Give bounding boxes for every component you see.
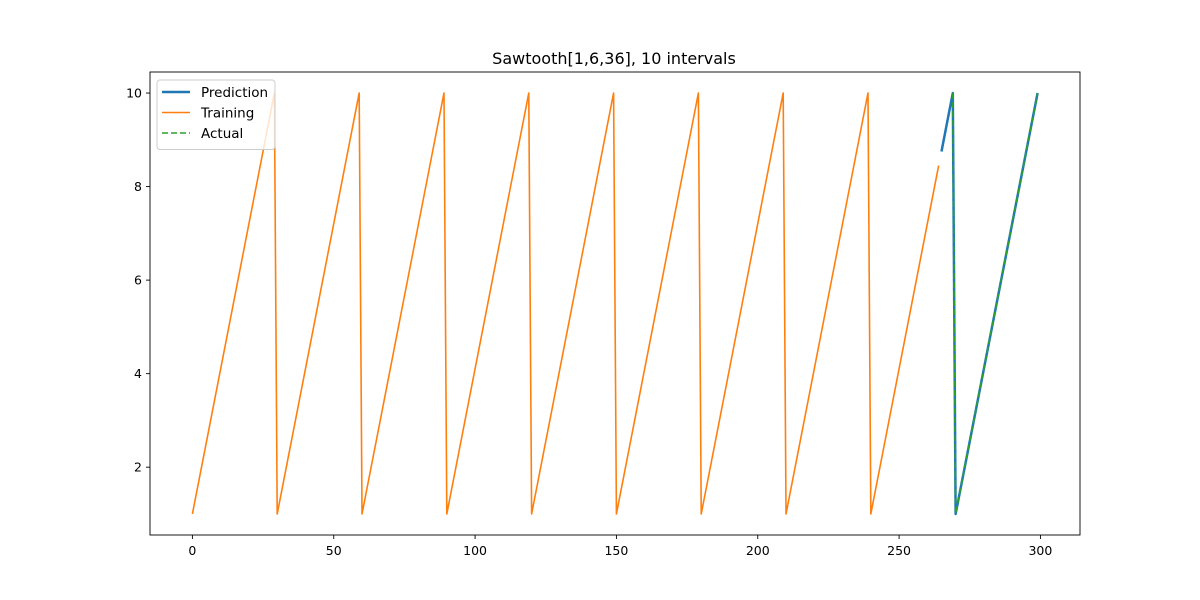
x-tick-label: 50 [326,543,342,558]
legend-label-prediction: Prediction [201,85,268,101]
legend-box [156,79,276,150]
y-tick-label: 10 [126,86,142,101]
plot-frame [149,71,1081,536]
legend: Prediction Training Actual [156,79,276,150]
y-tick-label: 4 [134,366,142,381]
series-line-training [191,92,940,515]
axes: 0 50 100 150 200 250 300 2 4 6 8 10 [126,71,1081,558]
y-tick-label: 6 [134,273,142,288]
x-tick-label: 100 [463,543,487,558]
y-tick-label: 8 [134,179,142,194]
x-tick-label: 250 [887,543,911,558]
plot-area [191,91,1039,516]
x-tick-label: 200 [746,543,770,558]
series-line-actual [952,92,1039,515]
legend-label-training: Training [200,106,254,122]
x-tick-label: 150 [604,543,628,558]
x-tick-label: 300 [1028,543,1052,558]
legend-label-actual: Actual [201,126,243,142]
x-tick-label: 0 [188,543,196,558]
chart-title: Sawtooth[1,6,36], 10 intervals [492,49,736,68]
y-tick-label: 2 [134,460,142,475]
